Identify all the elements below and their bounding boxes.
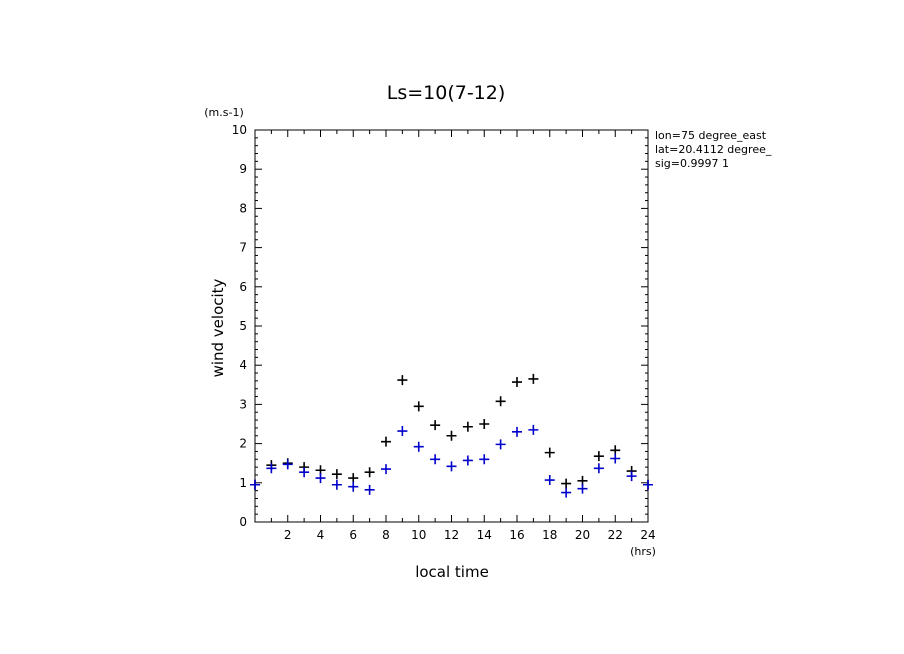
data-point — [593, 463, 604, 474]
data-point — [299, 467, 310, 478]
data-point — [577, 483, 588, 494]
data-point — [593, 451, 604, 462]
series-1 — [250, 373, 653, 490]
data-point — [479, 419, 490, 429]
y-tick-label: 3 — [239, 397, 247, 411]
axis-ticks — [254, 129, 649, 523]
y-tick-label: 6 — [239, 280, 247, 294]
info-line-lon: lon=75 degree_east — [655, 129, 767, 142]
x-tick-label: 4 — [317, 528, 325, 542]
data-point — [348, 473, 359, 484]
data-point — [446, 461, 457, 472]
x-tick-label: 24 — [640, 528, 655, 542]
chart-title: Ls=10(7-12) — [387, 82, 506, 104]
x-tick-label: 20 — [575, 528, 590, 542]
data-point — [495, 439, 506, 450]
data-point — [430, 454, 441, 465]
data-point — [413, 401, 424, 412]
y-axis-label: wind velocity — [209, 278, 227, 377]
x-tick-label: 10 — [411, 528, 426, 542]
x-tick-label: 12 — [444, 528, 459, 542]
data-point — [561, 478, 572, 489]
data-point — [315, 473, 326, 484]
y-tick-label: 8 — [239, 201, 247, 215]
info-line-sig: sig=0.9997 1 — [655, 157, 729, 170]
x-tick-label: 22 — [608, 528, 623, 542]
data-point — [544, 475, 555, 486]
y-tick-label: 1 — [239, 476, 247, 490]
data-point — [250, 479, 260, 490]
data-point — [528, 424, 539, 435]
series-2 — [250, 424, 653, 498]
data-point — [364, 467, 375, 478]
data-point — [626, 471, 637, 482]
x-axis-label: local time — [415, 563, 489, 581]
y-tick-label: 9 — [239, 162, 247, 176]
data-point — [479, 454, 490, 465]
data-point — [462, 421, 473, 432]
data-point — [397, 426, 408, 437]
data-point — [381, 464, 391, 475]
x-tick-label: 16 — [509, 528, 524, 542]
data-point — [462, 455, 473, 466]
y-tick-label: 5 — [239, 319, 247, 333]
y-tick-label: 0 — [239, 515, 247, 529]
data-point — [331, 479, 342, 490]
data-point — [381, 436, 391, 447]
data-point — [610, 453, 621, 464]
data-point — [266, 463, 277, 474]
info-line-lat: lat=20.4112 degree_ — [655, 143, 772, 156]
data-point — [282, 459, 293, 470]
data-point — [512, 377, 522, 388]
x-tick-label: 6 — [349, 528, 357, 542]
data-point — [348, 481, 359, 492]
data-point — [495, 396, 506, 407]
y-tick-label: 10 — [232, 123, 247, 137]
y-axis-unit: (m.s-1) — [204, 106, 244, 119]
data-point — [446, 430, 457, 441]
data-point — [430, 420, 441, 431]
data-point — [544, 447, 555, 458]
data-point — [397, 375, 408, 386]
x-tick-label: 18 — [542, 528, 557, 542]
data-point — [512, 426, 522, 437]
y-tick-label: 4 — [239, 358, 247, 372]
y-tick-label: 2 — [239, 437, 247, 451]
data-point — [643, 479, 653, 490]
data-point — [528, 373, 539, 384]
data-point — [364, 484, 375, 495]
info-box: lon=75 degree_east lat=20.4112 degree_ s… — [655, 129, 772, 170]
x-tick-label: 2 — [284, 528, 292, 542]
y-tick-label: 7 — [239, 241, 247, 255]
data-marks — [250, 373, 653, 498]
x-tick-label: 8 — [382, 528, 390, 542]
data-point — [331, 469, 342, 480]
x-axis-unit: (hrs) — [630, 545, 656, 558]
data-point — [413, 441, 424, 452]
x-tick-label: 14 — [477, 528, 492, 542]
data-point — [561, 487, 572, 498]
